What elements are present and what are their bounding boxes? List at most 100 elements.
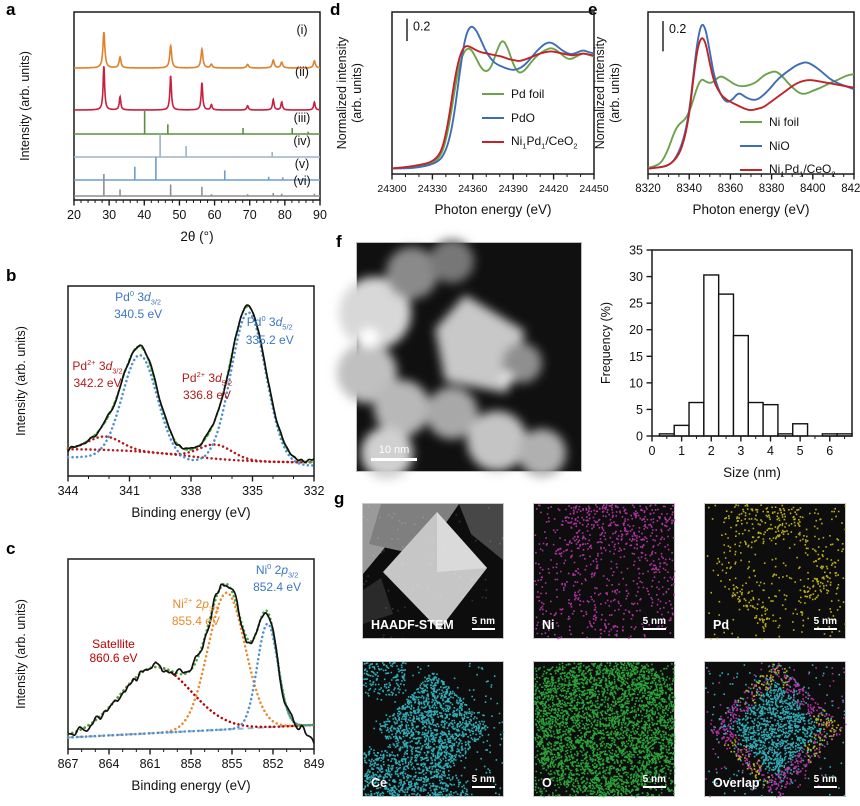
histogram-bar <box>717 293 735 437</box>
svg-text:90: 90 <box>313 208 327 222</box>
svg-text:30: 30 <box>102 208 116 222</box>
scale-bar-label: 5 nm <box>471 774 495 788</box>
svg-text:335: 335 <box>242 484 263 498</box>
scale-bar-label: 10 nm <box>371 444 417 461</box>
svg-text:Photon energy (eV): Photon energy (eV) <box>434 202 551 217</box>
xrd-trace-label: (iv) <box>293 134 310 148</box>
legend-label: Ni1Pd1/CeO2 <box>511 133 578 151</box>
svg-text:341: 341 <box>119 484 140 498</box>
xrd-trace-label: (ii) <box>295 65 309 79</box>
xrd-chart: 20 30 40 50 60 70 80 90 2θ (°) Intensity (arb. un… <box>18 11 327 244</box>
svg-text:60: 60 <box>208 208 222 222</box>
svg-text:Photon energy (eV): Photon energy (eV) <box>692 202 809 217</box>
xrd-trace-label: (v) <box>295 157 310 171</box>
panel-letter-a: a <box>6 0 16 19</box>
scalebar-value: 0.2 <box>413 20 430 34</box>
legend-label: NiO <box>769 139 790 153</box>
svg-text:50: 50 <box>172 208 186 222</box>
panel-letter-d: d <box>330 0 341 19</box>
scale-bar-label: 5 nm <box>471 616 495 630</box>
svg-text:40: 40 <box>137 208 151 222</box>
xrd-trace-label: (i) <box>296 23 307 37</box>
histogram-bar <box>792 423 809 437</box>
scale-bar-label: 5 nm <box>642 616 666 630</box>
tile-label: Overlap <box>713 776 760 790</box>
svg-text:2: 2 <box>708 444 715 458</box>
svg-text:(arb. units): (arb. units) <box>350 63 364 123</box>
histogram-bar <box>747 401 764 437</box>
svg-text:24390: 24390 <box>499 183 528 195</box>
svg-text:338: 338 <box>181 484 202 498</box>
svg-text:8320: 8320 <box>635 183 661 195</box>
legend-item: Pd foil <box>482 82 577 106</box>
tile-label: Pd <box>713 618 729 632</box>
scale-bar-label: 5 nm <box>642 774 666 788</box>
svg-text:867: 867 <box>58 757 79 771</box>
svg-text:852: 852 <box>263 757 284 771</box>
xrd-trace-label: (vi) <box>293 174 310 188</box>
scalebar-value: 0.2 <box>669 22 686 36</box>
svg-text:24300: 24300 <box>377 183 406 195</box>
svg-text:24330: 24330 <box>418 183 447 195</box>
ni-xanes-chart: 8320 8340 8360 8380 8400 8420 Photon energy (e… <box>593 11 860 217</box>
legend-label: Ni foil <box>769 115 800 129</box>
legend-item: PdO <box>482 106 577 130</box>
svg-text:30: 30 <box>629 270 643 284</box>
svg-text:8400: 8400 <box>800 183 826 195</box>
tile-label: O <box>542 776 552 790</box>
histogram-bar <box>732 334 749 437</box>
tile-label: HAADF-STEM <box>371 618 454 632</box>
svg-text:20: 20 <box>629 323 643 337</box>
histogram-bar <box>762 403 779 437</box>
legend-swatch <box>740 168 762 172</box>
scale-bar-label: 5 nm <box>813 616 837 630</box>
svg-text:8340: 8340 <box>676 183 702 195</box>
svg-text:Normalized intensity: Normalized intensity <box>593 36 607 149</box>
svg-text:Size (nm): Size (nm) <box>723 465 781 480</box>
eds-tile-o: O 5 nm <box>533 661 676 798</box>
svg-text:Binding energy (eV): Binding energy (eV) <box>131 778 250 793</box>
svg-text:(arb. units): (arb. units) <box>608 63 622 123</box>
legend-label: PdO <box>511 111 536 125</box>
legend-pd-xanes: Pd foil PdO Ni1Pd1/CeO2 <box>482 82 577 154</box>
svg-text:20: 20 <box>67 208 81 222</box>
svg-text:4: 4 <box>767 444 774 458</box>
svg-text:2θ (°): 2θ (°) <box>180 229 213 244</box>
pd-xanes-chart: 24300 24330 24360 24390 24420 24450 Photon ene… <box>335 11 609 217</box>
pd3d-xps-chart: 344 341 338 335 332 Binding energy (eV) Intens… <box>14 285 325 520</box>
panel-letter-b: b <box>6 266 17 285</box>
svg-text:855: 855 <box>222 757 243 771</box>
svg-text:6: 6 <box>826 444 833 458</box>
panel-letter-f: f <box>336 232 342 251</box>
eds-tile-overlap: Overlap 5 nm <box>704 661 847 798</box>
svg-text:35: 35 <box>629 244 643 258</box>
svg-text:Normalized intensity: Normalized intensity <box>335 36 349 149</box>
svg-text:70: 70 <box>243 208 257 222</box>
legend-swatch <box>740 144 762 148</box>
tile-label: Ce <box>371 776 387 790</box>
svg-text:5: 5 <box>797 444 804 458</box>
svg-text:864: 864 <box>99 757 120 771</box>
panel-letter-c: c <box>6 539 16 558</box>
svg-text:344: 344 <box>58 484 79 498</box>
histogram-bar <box>688 401 705 437</box>
svg-text:858: 858 <box>181 757 202 771</box>
svg-text:861: 861 <box>140 757 161 771</box>
svg-text:10: 10 <box>629 376 643 390</box>
legend-swatch <box>482 92 504 96</box>
histogram-bar <box>703 274 720 437</box>
panel-letter-e: e <box>588 0 598 19</box>
svg-text:849: 849 <box>304 757 325 771</box>
svg-text:8360: 8360 <box>718 183 744 195</box>
svg-text:0: 0 <box>636 430 643 444</box>
svg-text:Binding energy (eV): Binding energy (eV) <box>131 505 250 520</box>
eds-tile-ni: Ni 5 nm <box>533 503 676 640</box>
legend-swatch <box>482 140 504 144</box>
svg-text:332: 332 <box>304 484 325 498</box>
svg-text:0: 0 <box>649 444 656 458</box>
svg-text:24360: 24360 <box>458 183 487 195</box>
svg-text:24420: 24420 <box>539 183 568 195</box>
svg-text:3: 3 <box>737 444 744 458</box>
scale-bar-label: 5 nm <box>813 774 837 788</box>
